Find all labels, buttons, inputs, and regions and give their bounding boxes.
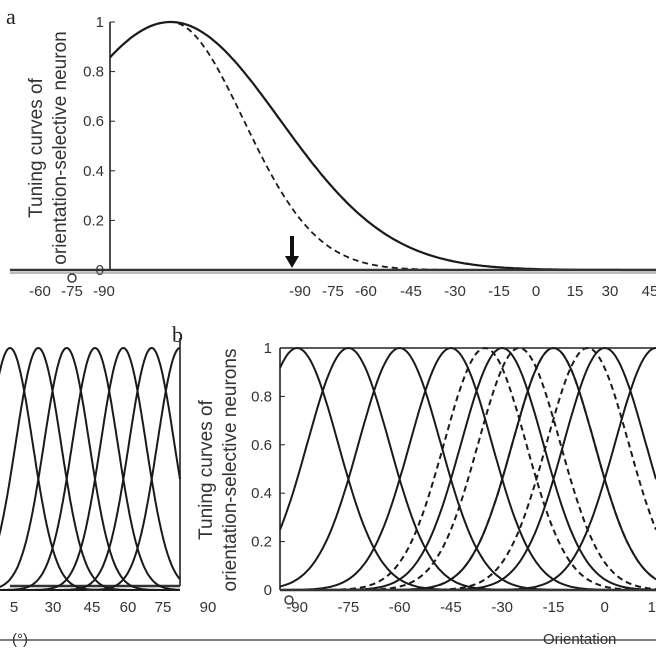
- panel-b-left-xtick-label: 45: [84, 599, 101, 616]
- panel-a-ylabel: Tuning curves of orientation-selective n…: [26, 31, 71, 264]
- panel-b-axes: [0, 347, 656, 641]
- panel-a-xtick-label: -90: [93, 283, 115, 300]
- panel-b-xtick-label: -45: [440, 599, 462, 616]
- panel-b-xtick-label: 0: [601, 599, 609, 616]
- panel-a: a Tuning curves of orientation-selective…: [6, 4, 656, 300]
- panel-a-label: a: [6, 4, 16, 29]
- panel-a-arrow-head: [285, 256, 299, 268]
- panel-b-label: b: [172, 322, 183, 347]
- panel-b-left-fragment: 5 30 45 60 75 90: [0, 338, 216, 616]
- panel-a-origin-marker: [67, 273, 77, 283]
- panel-a-xtick-label: 45: [642, 283, 656, 300]
- panel-b-left-xtick-label: 30: [45, 599, 62, 616]
- panel-b-xlabel: Orientation: [543, 631, 616, 648]
- panel-a-ytick-label: 0.2: [83, 212, 104, 229]
- panel-b-ytick-label: 0.2: [251, 534, 272, 551]
- panel-a-ylabel-line1: Tuning curves of: [26, 77, 47, 217]
- panel-a-xtick-label: -30: [444, 283, 466, 300]
- panel-a-xtick-label: -75: [61, 283, 83, 300]
- panel-a-yticks: 00.20.40.60.81: [83, 14, 115, 279]
- panel-a-ylabel-line2: orientation-selective neuron: [50, 31, 71, 264]
- panel-a-xtick-label: 30: [602, 283, 619, 300]
- panel-a-xtick-label: -45: [400, 283, 422, 300]
- panel-a-xtick-label: -60: [29, 283, 51, 300]
- panel-b-left-xtick-label: 90: [200, 599, 217, 616]
- panel-b-xtick-label: -30: [491, 599, 513, 616]
- panel-a-xtick-label: 15: [567, 283, 584, 300]
- panel-b-ylabel-line2: orientation-selective neurons: [220, 349, 241, 592]
- panel-a-ytick-label: 1: [96, 14, 104, 31]
- panel-b-ytick-label: 0.6: [251, 437, 272, 454]
- panel-b-ytick-label: 0: [264, 582, 272, 599]
- panel-b-ytick-label: 0.4: [251, 485, 272, 502]
- panel-b-xticks: -90 -75 -60 -45 -30 -15 0 15: [284, 595, 656, 616]
- panel-b-left-xtick-label: 75: [155, 599, 172, 616]
- panel-b-xtick-label: 15: [648, 599, 656, 616]
- panel-a-solid-curve: [109, 20, 656, 272]
- panel-a-ytick-label: 0.6: [83, 113, 104, 130]
- panel-b-xtick-label: -15: [543, 599, 565, 616]
- panel-b-origin-marker: [284, 595, 294, 605]
- panel-b: b 5 30 45 60 75 90 Tuning curves of orientati…: [0, 322, 656, 648]
- panel-b-dashed-curve: [280, 346, 656, 591]
- panel-a-ytick-label: 0.8: [83, 64, 104, 81]
- panel-b-xtick-label: -60: [389, 599, 411, 616]
- panel-b-left-solid-curve: [0, 346, 180, 591]
- panel-a-xtick-label: -75: [322, 283, 344, 300]
- panel-b-left-xtick-label: 5: [10, 599, 18, 616]
- panel-a-curves: [109, 20, 656, 272]
- panel-b-ylabel-line1: Tuning curves of: [196, 399, 217, 539]
- panel-a-xtick-label: 0: [532, 283, 540, 300]
- panel-a-xtick-label: -60: [355, 283, 377, 300]
- panel-b-left-xtick-label: 60: [120, 599, 137, 616]
- panel-b-ytick-label: 0.8: [251, 388, 272, 405]
- panel-b-left-xlabel: (°): [12, 631, 28, 648]
- panel-b-left-solid-curve: [0, 347, 181, 591]
- panel-b-ytick-label: 1: [264, 340, 272, 357]
- panel-b-left-solid-curve: [0, 346, 180, 591]
- panel-b-xtick-label: -90: [286, 599, 308, 616]
- panel-b-ylabel: Tuning curves of orientation-selective n…: [196, 349, 241, 592]
- panel-b-xtick-label: -75: [338, 599, 360, 616]
- panel-a-xticks: -60 -75 -90 -90 -75 -60 -45 -30 -15 0 15 30 45: [29, 273, 656, 300]
- panel-b-curves: [279, 346, 656, 591]
- panel-a-xtick-label: -90: [289, 283, 311, 300]
- panel-a-xtick-label: -15: [488, 283, 510, 300]
- panel-a-axes: [10, 22, 656, 274]
- panel-a-ytick-label: 0.4: [83, 163, 104, 180]
